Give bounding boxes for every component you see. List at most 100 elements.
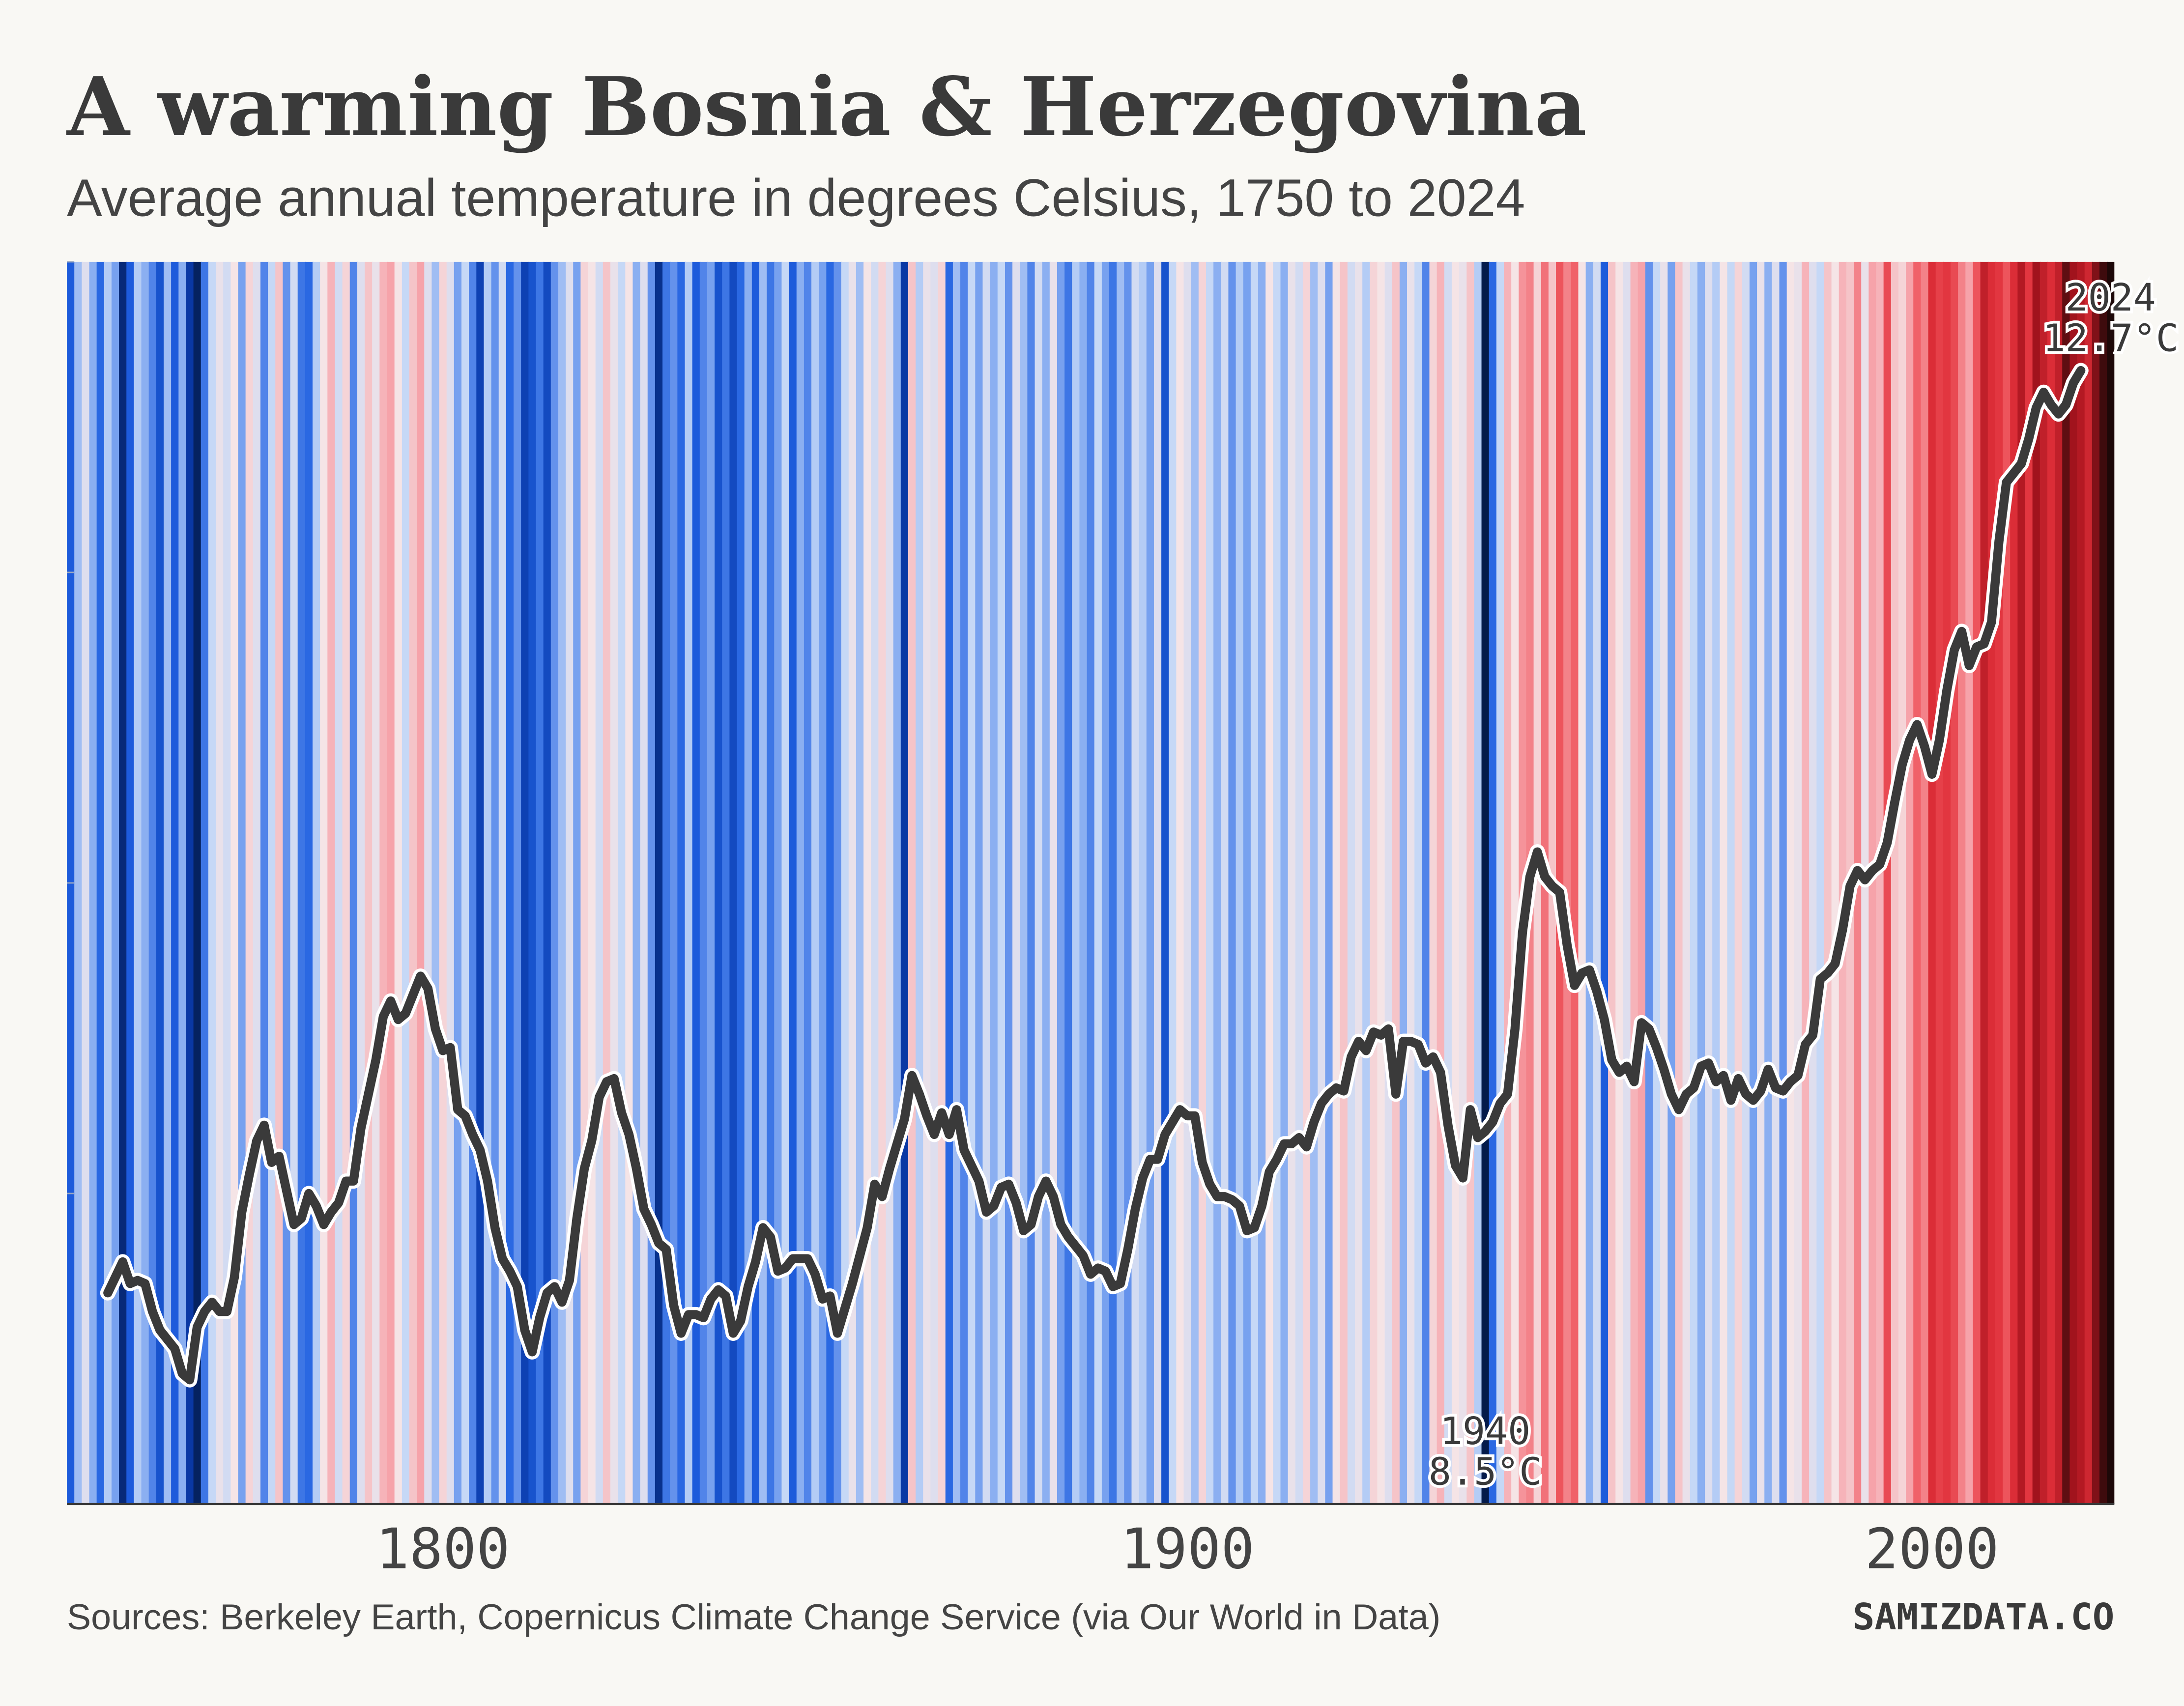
stripe — [275, 261, 284, 1504]
stripe — [1980, 261, 1989, 1504]
stripe — [1511, 261, 1520, 1504]
stripe — [655, 261, 663, 1504]
stripe — [163, 261, 172, 1504]
stripe — [1481, 261, 1490, 1504]
stripe — [1712, 261, 1721, 1504]
stripe — [759, 261, 768, 1504]
stripe — [1288, 261, 1296, 1504]
stripe — [126, 261, 135, 1504]
stripe — [171, 261, 179, 1504]
stripe — [975, 261, 984, 1504]
stripe — [119, 261, 127, 1504]
stripe — [1667, 261, 1676, 1504]
stripe — [178, 261, 187, 1504]
stripe — [1392, 261, 1401, 1504]
stripe — [900, 261, 909, 1504]
x-tick-label: 1900 — [1121, 1516, 1255, 1581]
stripe — [945, 261, 954, 1504]
stripe — [2092, 261, 2100, 1504]
stripe — [1377, 261, 1386, 1504]
stripe — [141, 261, 150, 1504]
stripe — [1801, 261, 1810, 1504]
stripe — [260, 261, 269, 1504]
stripe — [1362, 261, 1371, 1504]
stripe — [2107, 261, 2115, 1504]
stripe — [550, 261, 559, 1504]
stripe — [1221, 261, 1230, 1504]
stripe — [1340, 261, 1349, 1504]
annotation-value: 8.5°C — [1429, 1450, 1542, 1494]
stripe — [811, 261, 820, 1504]
stripe — [908, 261, 917, 1504]
stripe — [729, 261, 738, 1504]
stripe — [491, 261, 500, 1504]
stripe — [297, 261, 306, 1504]
stripe — [1876, 261, 1885, 1504]
stripe — [305, 261, 314, 1504]
stripe — [1913, 261, 1922, 1504]
stripe — [253, 261, 261, 1504]
stripe — [1139, 261, 1148, 1504]
stripe — [312, 261, 321, 1504]
stripe — [878, 261, 887, 1504]
stripe — [1779, 261, 1788, 1504]
stripe — [1645, 261, 1654, 1504]
stripe — [938, 261, 947, 1504]
stripe — [1280, 261, 1289, 1504]
stripe — [1868, 261, 1877, 1504]
stripe — [580, 261, 589, 1504]
stripe — [751, 261, 760, 1504]
stripe — [767, 261, 775, 1504]
stripe — [417, 261, 425, 1504]
stripe — [863, 261, 872, 1504]
stripe — [2017, 261, 2026, 1504]
x-tick-label: 1800 — [376, 1516, 510, 1581]
stripe — [1370, 261, 1379, 1504]
stripe — [647, 261, 656, 1504]
stripe — [826, 261, 835, 1504]
stripe — [968, 261, 977, 1504]
stripe — [528, 261, 537, 1504]
stripe — [595, 261, 604, 1504]
stripe — [1705, 261, 1713, 1504]
stripe — [1742, 261, 1751, 1504]
stripe — [871, 261, 880, 1504]
stripe — [685, 261, 693, 1504]
stripe — [1072, 261, 1081, 1504]
stripe — [469, 261, 477, 1504]
stripe — [1020, 261, 1029, 1504]
stripe — [320, 261, 328, 1504]
stripe — [1437, 261, 1445, 1504]
stripe — [1809, 261, 1817, 1504]
stripe — [886, 261, 894, 1504]
stripe — [1571, 261, 1580, 1504]
stripe — [1652, 261, 1661, 1504]
stripe — [89, 261, 98, 1504]
stripe — [186, 261, 195, 1504]
stripe — [1169, 261, 1178, 1504]
stripe — [1608, 261, 1616, 1504]
stripe — [1094, 261, 1103, 1504]
stripe — [1935, 261, 1944, 1504]
stripe — [1660, 261, 1668, 1504]
stripe — [1794, 261, 1803, 1504]
annotation-value: 12.7°C — [2043, 316, 2179, 360]
stripe — [431, 261, 440, 1504]
stripe — [1727, 261, 1736, 1504]
stripe — [819, 261, 828, 1504]
stripe — [1325, 261, 1334, 1504]
stripe — [1466, 261, 1475, 1504]
stripe — [1839, 261, 1847, 1504]
stripe — [1236, 261, 1244, 1504]
stripe — [1176, 261, 1185, 1504]
stripe — [82, 261, 90, 1504]
stripe — [1958, 261, 1966, 1504]
stripe — [1354, 261, 1363, 1504]
stripe — [1035, 261, 1043, 1504]
stripe — [1318, 261, 1326, 1504]
stripe — [1124, 261, 1133, 1504]
stripes — [67, 261, 2115, 1504]
stripe — [238, 261, 247, 1504]
stripe — [1384, 261, 1393, 1504]
stripe — [841, 261, 850, 1504]
